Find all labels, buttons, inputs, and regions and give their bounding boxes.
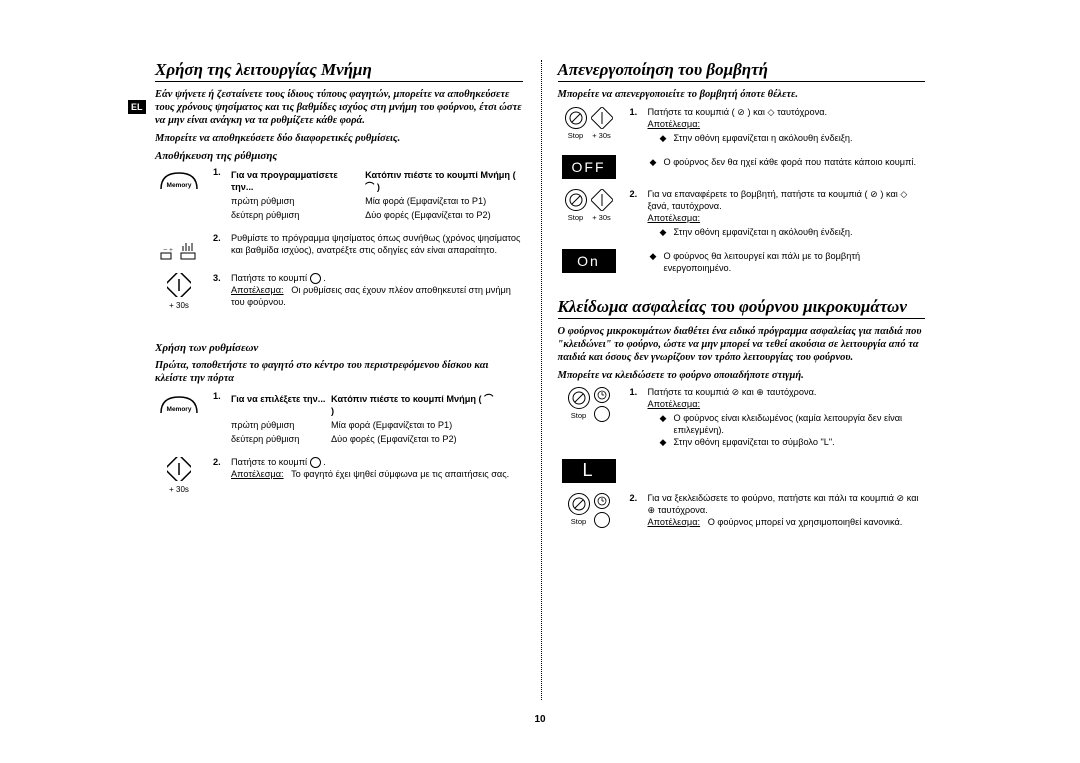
result-label-1: Αποτέλεσμα:: [231, 285, 284, 295]
buzzer-step-1: Stop + 30s 1. Πατήστε τα κουμπιά ( ⊘ ) κ…: [558, 107, 926, 145]
stop-label: Stop: [565, 131, 587, 140]
store-step-2: −+ 2. Ρυθμίστε το πρόγραμμα ψησίματος όπ…: [155, 233, 523, 263]
bz-res1a: Στην οθόνη εμφανίζεται η ακόλουθη ένδειξ…: [674, 133, 853, 145]
result-label-6: Αποτέλεσμα:: [648, 517, 701, 527]
page-columns: Χρήση της λειτουργίας Μνήμη Εάν ψήνετε ή…: [155, 60, 925, 700]
lock-intro2: Μπορείτε να κλειδώσετε το φούρνο οποιαδή…: [558, 370, 926, 381]
language-tag: EL: [128, 100, 146, 114]
lock-l-display: L: [558, 459, 926, 483]
left-column: Χρήση της λειτουργίας Μνήμη Εάν ψήνετε ή…: [155, 60, 523, 700]
lk-res2: Ο φούρνος μπορεί να χρησιμοποιηθεί κανον…: [708, 517, 903, 527]
t1r2b: Δύο φορές (Εμφανίζεται το P2): [365, 209, 522, 223]
store-heading: Αποθήκευση της ρύθμισης: [155, 150, 523, 162]
store-step-3: + 30s 3. Πατήστε το κουμπί . Αποτέλεσμα:…: [155, 273, 523, 310]
t2r2b: Δύο φορές (Εμφανίζεται το P2): [331, 433, 501, 447]
bz-res2a: Στην οθόνη εμφανίζεται η ακόλουθη ένδειξ…: [674, 227, 853, 239]
lock-step-1: Stop 1. Πατήστε τα κουμπιά ⊘ και ⊕ ταυτό…: [558, 387, 926, 449]
t2r1b: Μία φορά (Εμφανίζεται το P1): [331, 419, 501, 433]
use-heading: Χρήση των ρυθμίσεων: [155, 342, 523, 354]
bz-res1b: Ο φούρνος δεν θα ηχεί κάθε φορά που πατά…: [664, 157, 917, 169]
lock-intro: Ο φούρνος μικροκυμάτων διαθέτει ένα ειδι…: [558, 325, 926, 364]
t2r1a: πρώτη ρύθμιση: [231, 419, 331, 433]
left-intro2: Μπορείτε να αποθηκεύσετε δύο διαφορετικέ…: [155, 133, 523, 144]
buzzer-step-2: Stop + 30s 2. Για να επαναφέρετε το βομβ…: [558, 189, 926, 239]
lock-heading: Κλείδωμα ασφαλείας του φούρνου μικροκυμά…: [558, 297, 926, 319]
store-step2-text: Ρυθμίστε το πρόγραμμα ψησίματος όπως συν…: [231, 233, 523, 257]
memory-icon: Memory: [155, 167, 203, 195]
memory-icon-2: Memory: [155, 391, 203, 419]
buzzer-off-display: OFF ◆Ο φούρνος δεν θα ηχεί κάθε φορά που…: [558, 155, 926, 179]
lk-step1: Πατήστε τα κουμπιά ⊘ και ⊕ ταυτόχρονα.: [648, 387, 817, 397]
use2a: Πατήστε το κουμπί: [231, 457, 310, 467]
start-icon: + 30s: [155, 273, 203, 310]
left-heading: Χρήση της λειτουργίας Μνήμη: [155, 60, 523, 82]
bz-res2b: Ο φούρνος θα λειτουργεί και πάλι με το β…: [664, 251, 926, 275]
bz-step2: Για να επαναφέρετε το βομβητή, πατήστε τ…: [648, 189, 908, 211]
plus30-label-4: + 30s: [591, 213, 613, 222]
use-step-1: Memory 1. Για να επιλέξετε την... Κατόπι…: [155, 391, 523, 447]
lk-res1a: Ο φούρνος είναι κλειδωμένος (καμία λειτο…: [674, 413, 926, 437]
use2b: Το φαγητό έχει ψηθεί σύμφωνα με τις απαι…: [291, 469, 509, 479]
page-number: 10: [155, 714, 925, 725]
step3a: Πατήστε το κουμπί: [231, 273, 310, 283]
lk-res1b: Στην οθόνη εμφανίζεται το σύμβολο "L".: [674, 437, 835, 449]
lk-step2: Για να ξεκλειδώσετε το φούρνο, πατήστε κ…: [648, 493, 919, 515]
store-step-1: Memory 1. Για να προγραμματίσετε την... …: [155, 167, 523, 223]
t2r2a: δεύτερη ρύθμιση: [231, 433, 331, 447]
display-off: OFF: [562, 155, 616, 179]
bz-step1: Πατήστε τα κουμπιά ( ⊘ ) και ◇ ταυτόχρον…: [648, 107, 828, 117]
plus30-label: + 30s: [169, 301, 189, 310]
svg-text:Memory: Memory: [167, 182, 192, 189]
left-intro: Εάν ψήνετε ή ζεσταίνετε τους ίδιους τύπο…: [155, 88, 523, 127]
stop-label-2: Stop: [565, 213, 587, 222]
stop-label-4: Stop: [568, 517, 590, 526]
svg-text:Memory: Memory: [167, 406, 192, 413]
stop-plus30-icon-2: Stop + 30s: [558, 189, 620, 222]
display-on: On: [562, 249, 616, 273]
t1r1b: Μία φορά (Εμφανίζεται το P1): [365, 195, 522, 209]
result-label-3: Αποτέλεσμα:: [648, 119, 701, 129]
result-label-2: Αποτέλεσμα:: [231, 469, 284, 479]
t1h1: Για να προγραμματίσετε την...: [231, 169, 365, 195]
power-icon: −+: [155, 233, 203, 263]
buzzer-heading: Απενεργοποίηση του βομβητή: [558, 60, 926, 82]
svg-text:−: −: [163, 245, 168, 254]
use-intro: Πρώτα, τοποθετήστε το φαγητό στο κέντρο …: [155, 359, 523, 385]
result-label-5: Αποτέλεσμα:: [648, 399, 701, 409]
plus30-label-2: + 30s: [169, 485, 189, 494]
t1r2a: δεύτερη ρύθμιση: [231, 209, 365, 223]
stop-label-3: Stop: [568, 411, 590, 420]
plus30-label-3: + 30s: [591, 131, 613, 140]
t2h1: Για να επιλέξετε την...: [231, 393, 331, 419]
start-icon-2: + 30s: [155, 457, 203, 494]
stop-clock-icon-2: Stop: [558, 493, 620, 528]
right-column: Απενεργοποίηση του βομβητή Μπορείτε να α…: [541, 60, 926, 700]
t2h2: Κατόπιν πιέστε το κουμπί Μνήμη ( ⌒ ): [331, 393, 501, 419]
buzzer-on-display: On ◆Ο φούρνος θα λειτουργεί και πάλι με …: [558, 249, 926, 275]
t1r1a: πρώτη ρύθμιση: [231, 195, 365, 209]
display-l: L: [562, 459, 616, 483]
t1h2: Κατόπιν πιέστε το κουμπί Μνήμη ( ⌒ ): [365, 169, 522, 195]
use-step-2: + 30s 2. Πατήστε το κουμπί . Αποτέλεσμα:…: [155, 457, 523, 494]
stop-clock-icon: Stop: [558, 387, 620, 422]
result-label-4: Αποτέλεσμα:: [648, 213, 701, 223]
lock-step-2: Stop 2. Για να ξεκλειδώσετε το φούρνο, π…: [558, 493, 926, 529]
stop-plus30-icon: Stop + 30s: [558, 107, 620, 140]
svg-text:+: +: [169, 246, 173, 254]
buzzer-intro: Μπορείτε να απενεργοποιείτε το βομβητή ό…: [558, 88, 926, 101]
